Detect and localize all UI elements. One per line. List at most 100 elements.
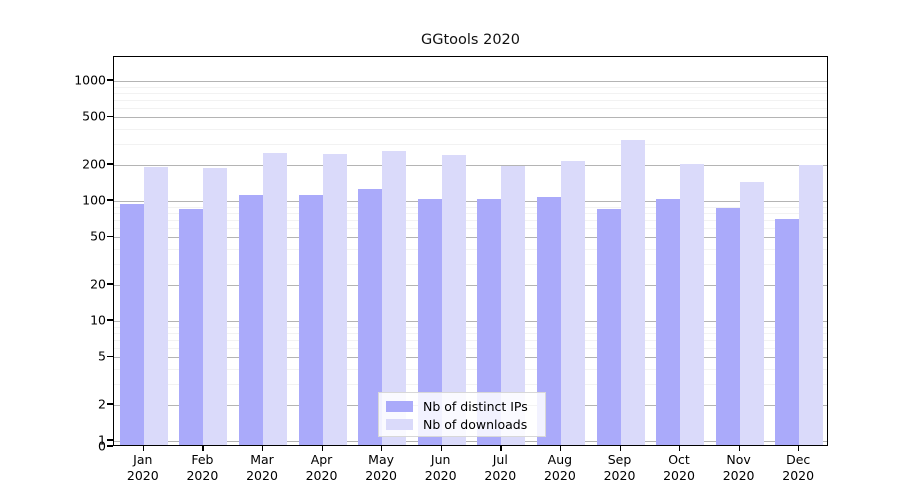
- bar-downloads-mar: [263, 153, 287, 445]
- gridline-minor: [114, 332, 827, 334]
- bar-downloads-feb: [203, 168, 228, 445]
- legend-item-distinct-ips: Nb of distinct IPs: [386, 397, 538, 415]
- gridline-minor: [114, 128, 827, 130]
- bar-downloads-oct: [680, 163, 704, 445]
- x-axis-tick-year: 2020: [305, 468, 338, 483]
- gridline-major: [114, 164, 827, 166]
- y-axis-tick-label: 200: [82, 156, 106, 172]
- gridline-major: [114, 357, 827, 359]
- y-axis-tick-label: 1: [98, 432, 106, 448]
- chart-legend: Nb of distinct IPs Nb of downloads: [378, 392, 546, 437]
- x-axis-tick-month: Feb: [191, 452, 214, 467]
- x-axis-tick-month: Dec: [786, 452, 811, 467]
- x-axis-tick-label: Aug 2020: [544, 452, 576, 484]
- gridline-major: [114, 237, 827, 239]
- x-axis-tick-label: Jul 2020: [484, 452, 516, 484]
- y-axis-tick: [107, 355, 113, 357]
- y-axis-tick-label: 5: [98, 348, 106, 364]
- gridline-minor: [114, 227, 827, 229]
- x-axis-tick: [559, 446, 562, 451]
- gridline-minor: [114, 143, 827, 145]
- x-axis-tick: [321, 446, 323, 451]
- y-axis-ticks: [107, 0, 113, 500]
- bar-downloads-sep: [620, 140, 645, 445]
- x-axis-tick-year: 2020: [722, 468, 755, 483]
- x-axis-tick-label: Sep 2020: [604, 452, 636, 484]
- x-axis-tick-label: Jun 2020: [425, 452, 457, 484]
- bar-ips-apr: [298, 195, 323, 445]
- x-axis-tick: [738, 446, 740, 451]
- x-axis-ticks: [113, 446, 828, 452]
- x-axis-tick-label: Oct 2020: [663, 452, 695, 484]
- x-axis-labels: Jan 2020 Feb 2020 Mar 2020 Apr 2020 May 2020 Jun 20…: [113, 449, 828, 494]
- bar-ips-feb: [179, 208, 204, 445]
- x-axis-tick-year: 2020: [186, 468, 219, 483]
- x-axis-tick-year: 2020: [663, 468, 695, 483]
- legend-swatch-icon: [386, 418, 413, 430]
- x-axis-tick-year: 2020: [246, 468, 278, 483]
- y-axis-labels: 0 1 2 5 10 20 50 100 200 500 1000: [63, 0, 106, 500]
- x-axis-tick-year: 2020: [365, 468, 397, 483]
- x-axis-tick-month: Apr: [310, 452, 333, 467]
- legend-swatch-icon: [386, 400, 413, 412]
- bar-ips-mar: [239, 195, 263, 445]
- gridline-major: [114, 284, 827, 286]
- x-axis-tick-month: Nov: [726, 452, 751, 467]
- x-axis-tick-year: 2020: [543, 468, 576, 483]
- legend-item-label: Nb of downloads: [423, 416, 528, 432]
- y-axis-tick-label: 1000: [74, 72, 106, 88]
- x-axis-tick: [619, 446, 621, 451]
- bar-ips-nov: [715, 208, 740, 445]
- x-axis-tick: [679, 446, 681, 451]
- x-axis-tick-month: Oct: [668, 452, 690, 467]
- bar-downloads-jan: [143, 166, 168, 445]
- gridline-minor: [114, 212, 827, 214]
- gridline-minor: [114, 206, 827, 208]
- x-axis-tick-label: Nov 2020: [723, 452, 755, 484]
- x-axis-tick: [262, 446, 264, 451]
- gridline-minor: [114, 383, 827, 385]
- x-axis-tick-month: Jun: [430, 452, 451, 467]
- y-axis-tick: [107, 115, 113, 117]
- bar-downloads-dec: [799, 165, 824, 445]
- y-axis-tick: [107, 235, 113, 237]
- x-axis-tick-label: Apr 2020: [306, 452, 338, 484]
- bar-downloads-aug: [560, 161, 585, 445]
- x-axis-tick-month: Jan: [133, 452, 153, 467]
- x-axis-tick: [381, 446, 383, 451]
- x-axis-tick: [202, 446, 204, 451]
- gridline-major: [114, 117, 827, 119]
- gridline-minor: [114, 368, 827, 370]
- gridline-major: [114, 441, 827, 442]
- y-axis-tick-label: 50: [90, 228, 106, 244]
- gridline-minor: [114, 86, 827, 88]
- x-axis-tick-year: 2020: [782, 468, 815, 483]
- gridline-major: [114, 201, 827, 202]
- y-axis-tick-label: 10: [90, 312, 106, 328]
- plot-area: [113, 56, 828, 446]
- gridline-minor: [114, 99, 827, 101]
- gridline-minor: [114, 339, 827, 341]
- y-axis-tick-label: 100: [82, 192, 106, 208]
- y-axis-tick: [107, 79, 113, 81]
- gridline-minor: [114, 248, 827, 250]
- x-axis-tick-label: Dec 2020: [782, 452, 814, 484]
- x-axis-tick-month: Aug: [547, 452, 573, 467]
- x-axis-tick-year: 2020: [424, 468, 457, 483]
- gridline-minor: [114, 92, 827, 94]
- legend-item-downloads: Nb of downloads: [386, 415, 538, 433]
- x-axis-tick-label: Feb 2020: [186, 452, 218, 484]
- bar-downloads-apr: [322, 153, 347, 445]
- y-axis-tick: [107, 403, 113, 405]
- x-axis-tick-label: Mar 2020: [246, 452, 278, 484]
- x-axis-tick-month: Jul: [492, 452, 508, 467]
- x-axis-tick-year: 2020: [603, 468, 636, 483]
- y-axis-tick-label: 0: [98, 438, 106, 454]
- legend-item-label: Nb of distinct IPs: [423, 398, 528, 414]
- x-axis-tick: [500, 446, 502, 451]
- x-axis-tick-year: 2020: [484, 468, 517, 483]
- x-axis-tick: [440, 446, 442, 451]
- gridline-major: [114, 321, 827, 322]
- x-axis-tick: [142, 446, 145, 451]
